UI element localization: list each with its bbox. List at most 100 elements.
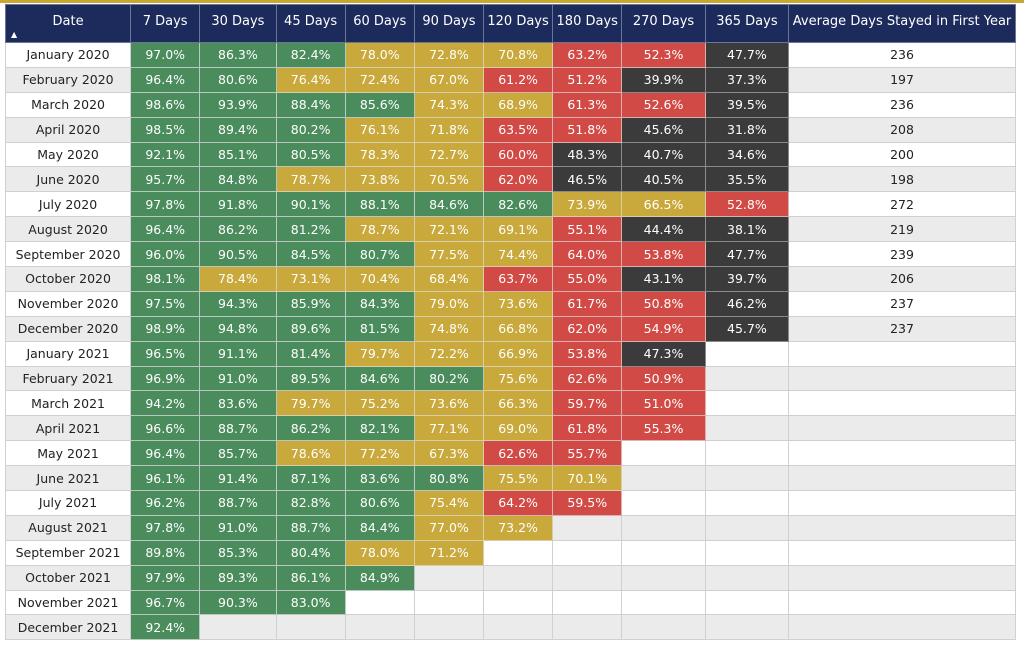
retention-cell (552, 564, 623, 591)
retention-cell: 96.2% (130, 490, 201, 516)
retention-cell: 98.5% (130, 116, 201, 143)
average-days-cell: 198 (788, 166, 1016, 193)
retention-cell: 97.8% (130, 514, 201, 541)
retention-cell: 39.5% (704, 91, 790, 118)
retention-cell: 84.6% (344, 365, 415, 392)
retention-cell: 91.0% (199, 365, 277, 392)
row-date-cell: July 2020 (4, 191, 132, 218)
retention-cell (344, 589, 415, 616)
row-date-cell: May 2020 (4, 141, 132, 168)
column-header[interactable]: 60 Days (344, 4, 415, 43)
column-header[interactable]: 365 Days (704, 4, 790, 43)
average-days-cell: 197 (788, 66, 1016, 93)
retention-cell: 97.0% (130, 42, 201, 68)
retention-cell: 74.3% (413, 91, 485, 118)
table-row: June 2021 96.1% 91.4% 87.1% 83.6% 80.8% 75.5% 7… (4, 465, 1016, 492)
row-date-cell: August 2021 (4, 514, 132, 541)
retention-cell: 50.8% (621, 290, 706, 317)
column-header-label: 120 Days (487, 14, 549, 29)
retention-cell: 45.6% (621, 116, 706, 143)
retention-cell (621, 514, 706, 541)
retention-cell (704, 514, 790, 541)
retention-cell (482, 589, 554, 616)
retention-cell: 94.3% (199, 290, 277, 317)
retention-cell: 97.5% (130, 290, 201, 317)
row-date-cell: October 2020 (4, 266, 132, 292)
column-header[interactable]: 120 Days (482, 4, 554, 43)
retention-cell: 79.0% (413, 290, 485, 317)
row-date-cell: July 2021 (4, 490, 132, 516)
retention-cell: 51.8% (552, 116, 623, 143)
retention-cell (704, 490, 790, 516)
retention-cell: 75.5% (482, 465, 554, 492)
retention-cell (704, 390, 790, 417)
retention-cell: 80.2% (275, 116, 346, 143)
column-header[interactable]: 270 Days (621, 4, 706, 43)
retention-cell: 72.7% (413, 141, 485, 168)
sort-ascending-icon[interactable]: ▲ (11, 30, 18, 39)
retention-cell: 72.1% (413, 216, 485, 243)
retention-cell (413, 614, 485, 641)
column-header[interactable]: 180 Days (552, 4, 623, 43)
retention-cell: 88.1% (344, 191, 415, 218)
column-header[interactable]: 90 Days (413, 4, 485, 43)
table-row: September 2020 96.0% 90.5% 84.5% 80.7% 77.5% 7… (4, 241, 1016, 268)
average-days-cell (788, 465, 1016, 492)
retention-cell: 75.4% (413, 490, 485, 516)
retention-cell: 89.6% (275, 315, 346, 342)
average-days-cell (788, 539, 1016, 566)
retention-cell: 81.5% (344, 315, 415, 342)
retention-cell: 68.4% (413, 266, 485, 292)
retention-cell: 73.9% (552, 191, 623, 218)
retention-cell: 66.3% (482, 390, 554, 417)
retention-cell: 84.8% (199, 166, 277, 193)
retention-cell: 55.0% (552, 266, 623, 292)
retention-cell: 61.2% (482, 66, 554, 93)
retention-cell: 81.2% (275, 216, 346, 243)
retention-cell (704, 365, 790, 392)
retention-cell: 76.1% (344, 116, 415, 143)
column-header[interactable]: Average Days Stayed in First Year (788, 4, 1016, 43)
column-header[interactable]: 30 Days (199, 4, 277, 43)
retention-cell: 85.9% (275, 290, 346, 317)
retention-cell: 72.8% (413, 42, 485, 68)
retention-cell: 73.1% (275, 266, 346, 292)
retention-cell: 71.8% (413, 116, 485, 143)
retention-cell: 46.5% (552, 166, 623, 193)
row-date-cell: August 2020 (4, 216, 132, 243)
retention-cell: 73.8% (344, 166, 415, 193)
retention-cell: 80.4% (275, 539, 346, 566)
table-row: October 2020 98.1% 78.4% 73.1% 70.4% 68.4% 63.… (4, 266, 1016, 292)
average-days-cell: 237 (788, 315, 1016, 342)
retention-cell: 83.6% (344, 465, 415, 492)
retention-cell: 66.8% (482, 315, 554, 342)
retention-cell: 78.0% (344, 539, 415, 566)
retention-cell: 96.4% (130, 66, 201, 93)
column-header-date[interactable]: Date ▲ (4, 4, 132, 43)
retention-cell: 90.1% (275, 191, 346, 218)
retention-cell: 80.5% (275, 141, 346, 168)
retention-cell: 73.6% (413, 390, 485, 417)
retention-cell: 43.1% (621, 266, 706, 292)
retention-cell: 83.0% (275, 589, 346, 616)
retention-cell (704, 614, 790, 641)
column-header[interactable]: 7 Days (130, 4, 201, 43)
average-days-cell (788, 564, 1016, 591)
retention-cell: 85.1% (199, 141, 277, 168)
column-header[interactable]: 45 Days (275, 4, 346, 43)
table-row: April 2021 96.6% 88.7% 86.2% 82.1% 77.1% 69.0%… (4, 415, 1016, 442)
retention-cell: 55.1% (552, 216, 623, 243)
retention-cell: 73.2% (482, 514, 554, 541)
table-row: March 2020 98.6% 93.9% 88.4% 85.6% 74.3% 68.9%… (4, 91, 1016, 118)
retention-cell: 83.6% (199, 390, 277, 417)
retention-cell (704, 564, 790, 591)
retention-cell: 63.5% (482, 116, 554, 143)
average-days-cell: 200 (788, 141, 1016, 168)
retention-cell: 70.1% (552, 465, 623, 492)
table-row: October 2021 97.9% 89.3% 86.1% 84.9% (4, 564, 1016, 591)
retention-cell: 78.6% (275, 440, 346, 467)
retention-cell: 45.7% (704, 315, 790, 342)
row-date-cell: May 2021 (4, 440, 132, 467)
average-days-cell (788, 415, 1016, 442)
retention-cell: 39.9% (621, 66, 706, 93)
